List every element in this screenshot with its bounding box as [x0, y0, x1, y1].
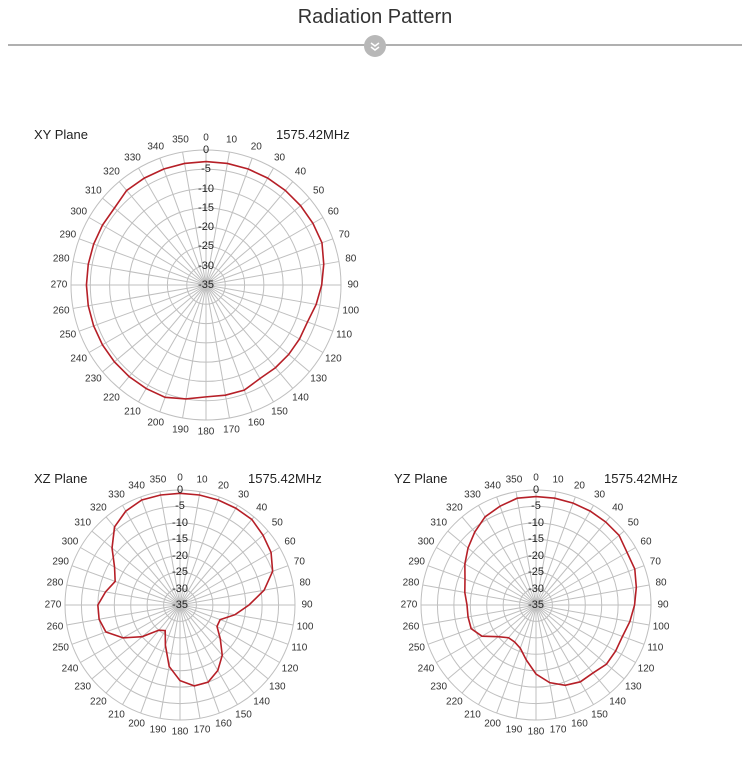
angle-label: 130 — [625, 681, 642, 692]
polar-chart-yz — [0, 57, 750, 757]
angle-label: 290 — [408, 556, 425, 567]
angle-label: 310 — [430, 518, 447, 529]
angle-label: 200 — [484, 719, 501, 730]
angle-label: 300 — [418, 536, 435, 547]
chevron-down-icon — [364, 35, 386, 57]
radial-label: -25 — [528, 566, 544, 578]
angle-label: 60 — [640, 536, 651, 547]
radial-label: -5 — [531, 500, 541, 512]
angle-label: 120 — [638, 663, 655, 674]
angle-label: 170 — [550, 725, 567, 736]
angle-label: 50 — [628, 518, 639, 529]
angle-label: 240 — [418, 663, 435, 674]
radial-label: 0 — [533, 484, 539, 496]
angle-label: 10 — [552, 474, 563, 485]
angle-label: 70 — [650, 556, 661, 567]
chart-title-left: YZ Plane — [394, 471, 447, 486]
radial-label: -15 — [528, 533, 544, 545]
radial-label: -35 — [528, 599, 544, 611]
angle-label: 40 — [612, 502, 623, 513]
angle-label: 340 — [484, 480, 501, 491]
angle-label: 80 — [656, 577, 667, 588]
angle-label: 190 — [506, 725, 523, 736]
radial-label: -30 — [528, 583, 544, 595]
angle-label: 260 — [403, 622, 420, 633]
angle-label: 30 — [594, 490, 605, 501]
angle-label: 150 — [591, 709, 608, 720]
radial-label: -20 — [528, 550, 544, 562]
angle-label: 210 — [464, 709, 481, 720]
angle-label: 220 — [446, 697, 463, 708]
page-header: Radiation Pattern — [0, 0, 750, 29]
chart-title-right: 1575.42MHz — [604, 471, 678, 486]
angle-label: 280 — [403, 577, 420, 588]
angle-label: 140 — [609, 697, 626, 708]
angle-label: 0 — [533, 473, 539, 484]
angle-label: 230 — [430, 681, 447, 692]
angle-label: 180 — [528, 727, 545, 738]
page-title: Radiation Pattern — [0, 6, 750, 29]
angle-label: 250 — [408, 643, 425, 654]
angle-label: 330 — [464, 490, 481, 501]
angle-label: 20 — [574, 480, 585, 491]
angle-label: 110 — [647, 643, 663, 654]
divider — [0, 33, 750, 57]
radial-label: -10 — [528, 517, 544, 529]
angle-label: 270 — [401, 600, 418, 611]
angle-label: 100 — [653, 622, 670, 633]
angle-label: 350 — [506, 474, 523, 485]
angle-label: 160 — [571, 719, 588, 730]
angle-label: 320 — [446, 502, 463, 513]
angle-label: 90 — [657, 600, 668, 611]
